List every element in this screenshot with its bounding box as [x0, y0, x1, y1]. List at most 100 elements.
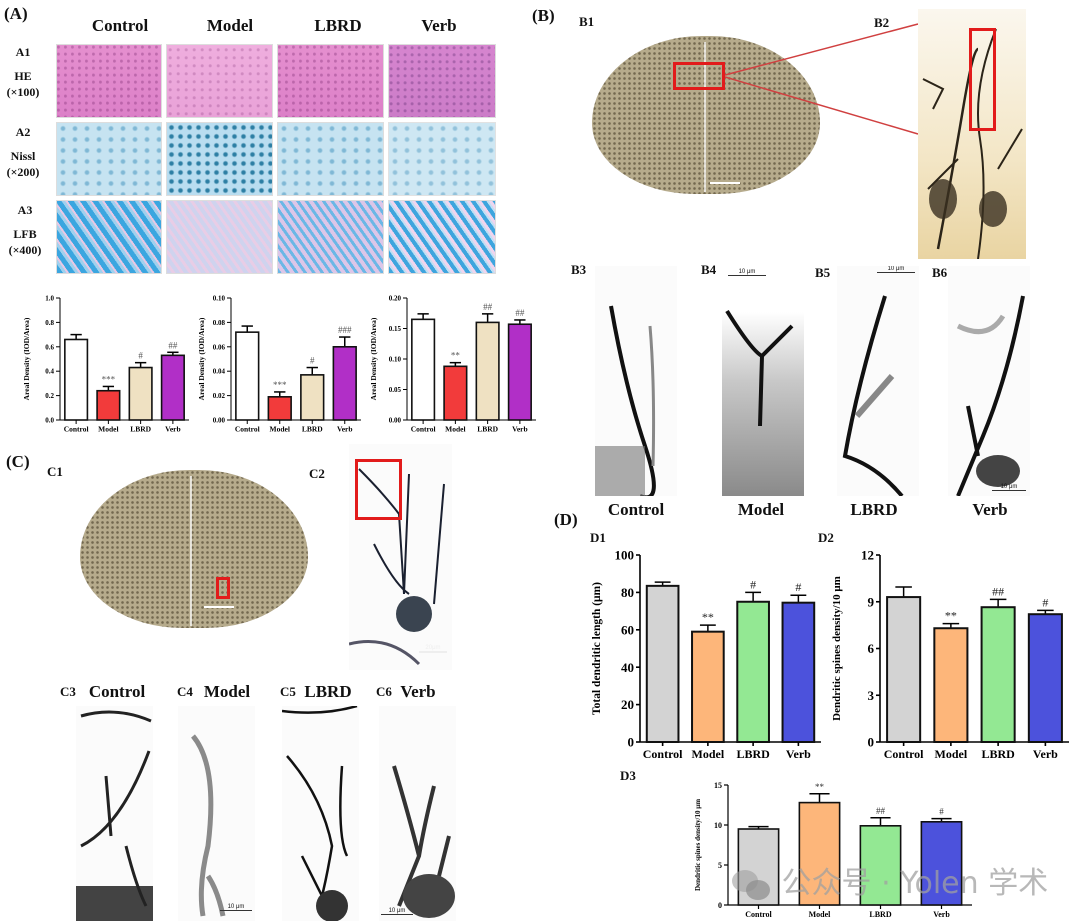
y-tick-label: 0 — [718, 901, 722, 910]
c-group-model: Model — [203, 682, 251, 701]
y-tick-label: 0.02 — [213, 392, 226, 400]
chart-d2: 0 3 6 9 12 Dendritic spines density/10 μm Cont… — [831, 548, 1069, 760]
x-tick-label: Control — [64, 425, 89, 434]
dendrite-image-c4: 10 μm — [178, 706, 255, 921]
roi-box-b1 — [673, 62, 725, 90]
x-tick-label: Verb — [786, 747, 811, 760]
y-tick-label: 12 — [861, 548, 874, 563]
y-tick-label: 0.2 — [45, 392, 54, 400]
label-b5: B5 — [815, 265, 831, 280]
scale-bar — [710, 182, 740, 184]
bar-lbrd — [475, 321, 500, 421]
y-tick-label: 80 — [621, 585, 634, 600]
significance-label: # — [750, 577, 756, 591]
y-tick-label: 40 — [621, 660, 634, 675]
y-tick-label: 0 — [868, 735, 875, 750]
brain-section-c1 — [80, 470, 308, 628]
panel-a-col-verb: Verb — [421, 16, 457, 35]
chart-d3: 0 5 10 15 Dendritic spines density/10 μm Cont… — [694, 781, 972, 919]
y-tick-label: 20 — [621, 697, 634, 712]
bar-model — [443, 365, 468, 421]
watermark: 公众号 · Yolen 学术 — [732, 858, 1048, 902]
scale-bar-b6: 10 μm — [992, 484, 1026, 491]
c-group-control: Control — [88, 682, 146, 701]
label-b3: B3 — [571, 262, 587, 277]
chart-a-nissl: 0.00 0.02 0.04 0.06 0.08 0.10 Areal Density (I… — [197, 294, 361, 434]
significance-label: ## — [515, 308, 525, 318]
x-tick-label: Verb — [337, 425, 353, 434]
x-tick-label: Control — [235, 425, 260, 434]
bar-model — [798, 801, 841, 906]
row-label-a3: A3 LFB (×400) — [2, 202, 48, 259]
dendrite-image-c5 — [282, 706, 359, 921]
row-stain: Nissl — [10, 149, 36, 164]
micrograph-nissl-lbrd — [277, 122, 384, 196]
significance-label: # — [1042, 595, 1048, 609]
dendrite-image-b4: 10 μm — [722, 266, 804, 496]
significance-label: # — [939, 807, 944, 817]
panel-c-letter: (C) — [6, 452, 30, 471]
x-tick-label: Model — [445, 425, 465, 434]
x-tick-label: Model — [809, 910, 832, 919]
y-tick-label: 1.0 — [45, 294, 54, 302]
y-tick-label: 0.6 — [45, 343, 54, 351]
significance-label: ## — [876, 806, 886, 816]
dendrite-image-b6: 10 μm — [948, 266, 1030, 496]
significance-label: ** — [945, 609, 957, 623]
c-group-lbrd: LBRD — [304, 682, 352, 701]
x-tick-label: Model — [692, 747, 725, 760]
micrograph-nissl-model — [166, 122, 273, 196]
row-label-a1: A1 HE (×100) — [0, 44, 46, 101]
micrograph-he-control — [56, 44, 162, 118]
x-tick-label: Control — [643, 747, 683, 760]
y-tick-label: 0.00 — [213, 416, 226, 424]
bar-verb — [332, 345, 357, 421]
significance-label: ** — [815, 782, 825, 792]
scale-bar-c6: 10 μm — [381, 908, 413, 915]
x-tick-label: Verb — [1033, 747, 1058, 760]
y-axis-label: Total dendritic length (μm) — [591, 582, 603, 715]
y-tick-label: 0.05 — [389, 386, 402, 394]
bar-lbrd — [736, 600, 770, 743]
micrograph-lfb-model — [166, 200, 273, 274]
y-tick-label: 0.10 — [213, 294, 226, 302]
panel-a-col-lbrd: LBRD — [314, 16, 362, 35]
micrograph-nissl-verb — [388, 122, 496, 196]
row-mag: (×200) — [6, 165, 40, 180]
bar-verb — [781, 601, 816, 744]
dendrite-image-b3 — [595, 266, 677, 496]
bar-verb — [160, 354, 185, 421]
label-c5: C5 — [280, 684, 296, 699]
roi-box-b2 — [969, 28, 996, 131]
scale-bar — [204, 606, 234, 608]
y-tick-label: 10 — [714, 821, 722, 830]
label-d1: D1 — [590, 530, 606, 545]
panel-a-col-model: Model — [206, 16, 254, 35]
b-group-lbrd: LBRD — [850, 500, 898, 519]
bar-control — [411, 318, 436, 421]
watermark-text: 公众号 · Yolen 学术 — [781, 866, 1049, 901]
chart-d1: 0 20 40 60 80 100 Total dendritic length (μm) C… — [591, 548, 821, 760]
micrograph-he-verb — [388, 44, 496, 118]
chart-a-he: 0.0 0.2 0.4 0.6 0.8 1.0 Areal Density (IOD/Are… — [22, 294, 189, 434]
bar-lbrd — [300, 374, 325, 421]
y-tick-label: 60 — [621, 622, 634, 637]
significance-label: ## — [483, 302, 493, 312]
x-tick-label: Control — [745, 910, 772, 919]
chart-group: 0 20 40 60 80 100 Total dendritic length (μm) C… — [591, 548, 821, 760]
x-tick-label: LBRD — [869, 910, 891, 919]
bar-model — [933, 627, 969, 743]
label-b2: B2 — [874, 15, 890, 30]
row-stain: HE — [14, 69, 32, 84]
x-tick-label: Control — [411, 425, 436, 434]
micrograph-he-lbrd — [277, 44, 384, 118]
y-axis-label: Areal Density (IOD/Area) — [369, 317, 378, 400]
b-group-model: Model — [737, 500, 785, 519]
row-label-a2: A2 Nissl (×200) — [0, 124, 46, 181]
c-group-verb: Verb — [400, 682, 436, 701]
label-c3: C3 — [60, 684, 76, 699]
y-tick-label: 0.15 — [389, 325, 402, 333]
label-c1: C1 — [47, 464, 63, 479]
chart-group: 0.00 0.02 0.04 0.06 0.08 0.10 Areal Density (I… — [197, 294, 361, 434]
row-stain: LFB — [13, 227, 37, 242]
